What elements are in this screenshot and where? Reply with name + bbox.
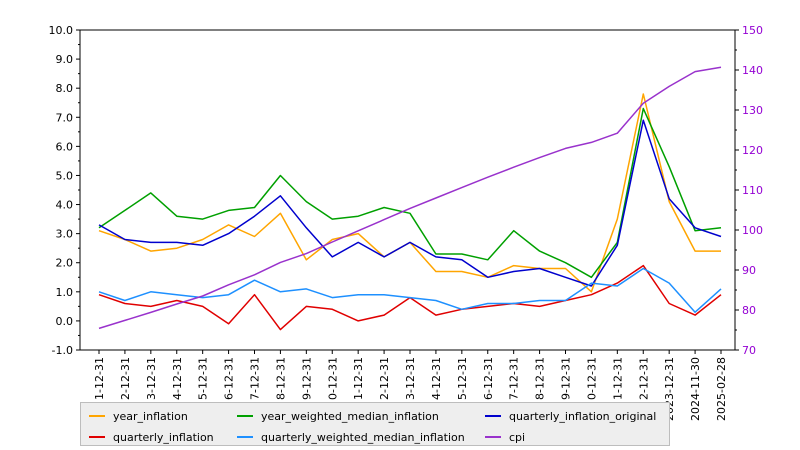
x-tick-label: 8-12-31 xyxy=(274,357,287,400)
legend-label: quarterly_inflation_original xyxy=(509,409,657,423)
legend-item-quarterly-weighted-median-inflation: quarterly_weighted_median_inflation xyxy=(237,430,465,444)
y-right-tick-label: 80 xyxy=(742,304,756,317)
legend-label: quarterly_inflation xyxy=(113,430,214,444)
y-left-tick-label: 0.0 xyxy=(56,315,74,328)
y-left-tick-label: 6.0 xyxy=(56,140,74,153)
y-left-tick-label: 9.0 xyxy=(56,53,74,66)
x-tick-label: 4-12-31 xyxy=(430,357,443,400)
x-tick-label: 9-12-31 xyxy=(300,357,313,400)
legend-label: year_inflation xyxy=(113,409,188,423)
legend-swatch xyxy=(485,436,501,438)
y-right-tick-label: 110 xyxy=(742,184,763,197)
x-axis-labels: 1-12-31 2-12-31 3-12-31 4-12-31 5-12-31 6-12-… xyxy=(93,357,728,421)
x-tick-label: 4-12-31 xyxy=(171,357,184,400)
legend-label: quarterly_weighted_median_inflation xyxy=(261,430,465,444)
legend-swatch xyxy=(485,415,501,417)
legend-swatch xyxy=(237,436,253,438)
x-tick-label: 2-12-31 xyxy=(637,357,650,400)
plot-area: -1.0 0.0 1.0 2.0 3.0 4.0 5.0 6.0 7.0 8.0 9.0 10.0 70… xyxy=(49,24,764,421)
legend-item-quarterly-inflation: quarterly_inflation xyxy=(89,430,214,444)
y-left-tick-label: -1.0 xyxy=(52,344,73,357)
x-tick-label: 2-12-31 xyxy=(378,357,391,400)
series-line-cpi xyxy=(98,66,722,330)
y-right-tick-label: 100 xyxy=(742,224,763,237)
y-left-tick-label: 2.0 xyxy=(56,257,74,270)
y-left-tick-label: 5.0 xyxy=(56,169,74,182)
legend: year_inflation year_weighted_median_infla… xyxy=(80,402,670,446)
y-right-tick-label: 120 xyxy=(742,144,763,157)
y-right-tick-label: 130 xyxy=(742,104,763,117)
x-tick-label: 5-12-31 xyxy=(456,357,469,400)
x-tick-label: 3-12-31 xyxy=(404,357,417,400)
y-right-tick-label: 90 xyxy=(742,264,756,277)
y-left-tick-label: 7.0 xyxy=(56,111,74,124)
x-tick-label: 3-12-31 xyxy=(145,357,158,400)
y-left-tick-label: 1.0 xyxy=(56,286,74,299)
x-tick-label: 0-12-31 xyxy=(585,357,598,400)
legend-item-cpi: cpi xyxy=(485,430,525,444)
x-tick-label: 1-12-31 xyxy=(611,357,624,400)
x-tick-label: 8-12-31 xyxy=(534,357,547,400)
x-tick-label: 7-12-31 xyxy=(508,357,521,400)
legend-swatch xyxy=(237,415,253,417)
x-tick-label: 6-12-31 xyxy=(223,357,236,400)
legend-label: year_weighted_median_inflation xyxy=(261,409,439,423)
y-right-tick-label: 150 xyxy=(742,24,763,37)
x-tick-label: 0-12-31 xyxy=(326,357,339,400)
legend-swatch xyxy=(89,436,105,438)
x-tick-label: 5-12-31 xyxy=(197,357,210,400)
legend-item-year-inflation: year_inflation xyxy=(89,409,188,423)
x-tick-label: 1-12-31 xyxy=(93,357,106,400)
y-left-tick-label: 8.0 xyxy=(56,82,74,95)
y-left-tick-label: 4.0 xyxy=(56,199,74,212)
legend-item-quarterly-inflation-original: quarterly_inflation_original xyxy=(485,409,656,423)
y-left-tick-label: 3.0 xyxy=(56,228,74,241)
y-right-tick-label: 140 xyxy=(742,64,763,77)
x-tick-label: 2024-11-30 xyxy=(689,357,702,421)
series-line-quarterly-inflation-original xyxy=(98,119,722,287)
y-left-tick-label: 10.0 xyxy=(49,24,74,37)
x-tick-label: 7-12-31 xyxy=(249,357,262,400)
series-line-quarterly-weighted-median-inflation xyxy=(98,267,722,313)
x-tick-label: 2-12-31 xyxy=(119,357,132,400)
legend-label: cpi xyxy=(509,430,526,444)
legend-swatch xyxy=(89,415,105,417)
plot-frame xyxy=(79,29,736,351)
y-right-tick-label: 70 xyxy=(742,344,756,357)
x-tick-label: 2025-02-28 xyxy=(715,357,728,421)
x-tick-label: 9-12-31 xyxy=(560,357,573,400)
x-tick-label: 6-12-31 xyxy=(482,357,495,400)
x-tick-label: 1-12-31 xyxy=(352,357,365,400)
legend-item-year-weighted-median-inflation: year_weighted_median_inflation xyxy=(237,409,439,423)
